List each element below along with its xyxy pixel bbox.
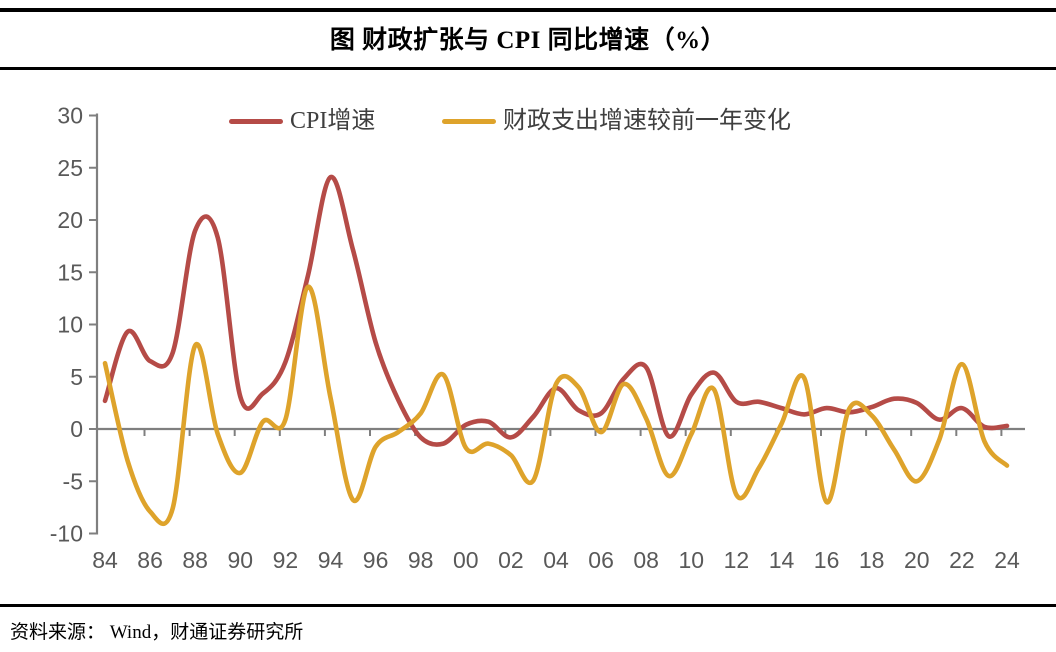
- source-note: 资料来源： Wind，财通证券研究所: [10, 622, 304, 643]
- title-top-rule: [0, 8, 1056, 12]
- y-axis-tick-label: 5: [70, 364, 83, 390]
- chart-title: 图 财政扩张与 CPI 同比增速（%）: [329, 27, 727, 54]
- source-divider-rule: [0, 604, 1056, 607]
- x-axis-tick-label: 14: [769, 547, 795, 573]
- y-axis-tick-label: 15: [57, 259, 83, 285]
- y-axis-tick-label: 20: [57, 207, 83, 233]
- x-axis-tick-label: 00: [453, 547, 479, 573]
- x-axis-tick-label: 20: [904, 547, 930, 573]
- x-axis-tick-label: 08: [633, 547, 659, 573]
- line-chart: 30 25 20 15 10 5 0 -5 -10 84 86 88 90 92 94 96 98 00 02 04 0…: [50, 103, 1025, 573]
- x-axis-tick-label: 92: [273, 547, 299, 573]
- legend-label-fiscal: 财政支出增速较前一年变化: [503, 108, 791, 134]
- x-axis-tick-label: 18: [859, 547, 885, 573]
- x-axis-tick-label: 12: [724, 547, 750, 573]
- title-bottom-rule: [0, 67, 1056, 70]
- y-axis-tick-label: 25: [57, 155, 83, 181]
- legend-label-cpi: CPI增速: [290, 108, 376, 134]
- x-axis-tick-label: 94: [318, 547, 344, 573]
- x-axis-tick-label: 16: [814, 547, 840, 573]
- cpi-line: [102, 174, 1010, 447]
- x-axis-tick-label: 22: [949, 547, 975, 573]
- y-axis-tick-label: -5: [63, 468, 83, 494]
- y-axis-tick-label: 10: [57, 312, 83, 338]
- cpi-line-swatch: [229, 118, 283, 124]
- x-axis-tick-label: 84: [92, 547, 118, 573]
- x-axis-tick-label: 06: [588, 547, 614, 573]
- fiscal-line: [102, 284, 1010, 526]
- legend-item-fiscal: 财政支出增速较前一年变化: [442, 108, 791, 134]
- y-axis-tick-label: 0: [70, 416, 83, 442]
- legend-item-cpi: CPI增速: [229, 108, 375, 134]
- x-axis-tick-label: 04: [543, 547, 569, 573]
- y-axis-tick-label: -10: [50, 521, 83, 547]
- x-axis-tick-label: 90: [228, 547, 254, 573]
- x-axis-tick-label: 98: [408, 547, 434, 573]
- x-axis-tick-label: 02: [498, 547, 524, 573]
- y-axis-tick-label: 30: [57, 103, 83, 129]
- x-axis-tick-label: 96: [363, 547, 389, 573]
- x-axis-tick-label: 86: [137, 547, 163, 573]
- fiscal-line-swatch: [442, 118, 496, 124]
- x-axis-tick-label: 10: [679, 547, 705, 573]
- x-axis-tick-label: 24: [994, 547, 1020, 573]
- x-axis-tick-label: 88: [182, 547, 208, 573]
